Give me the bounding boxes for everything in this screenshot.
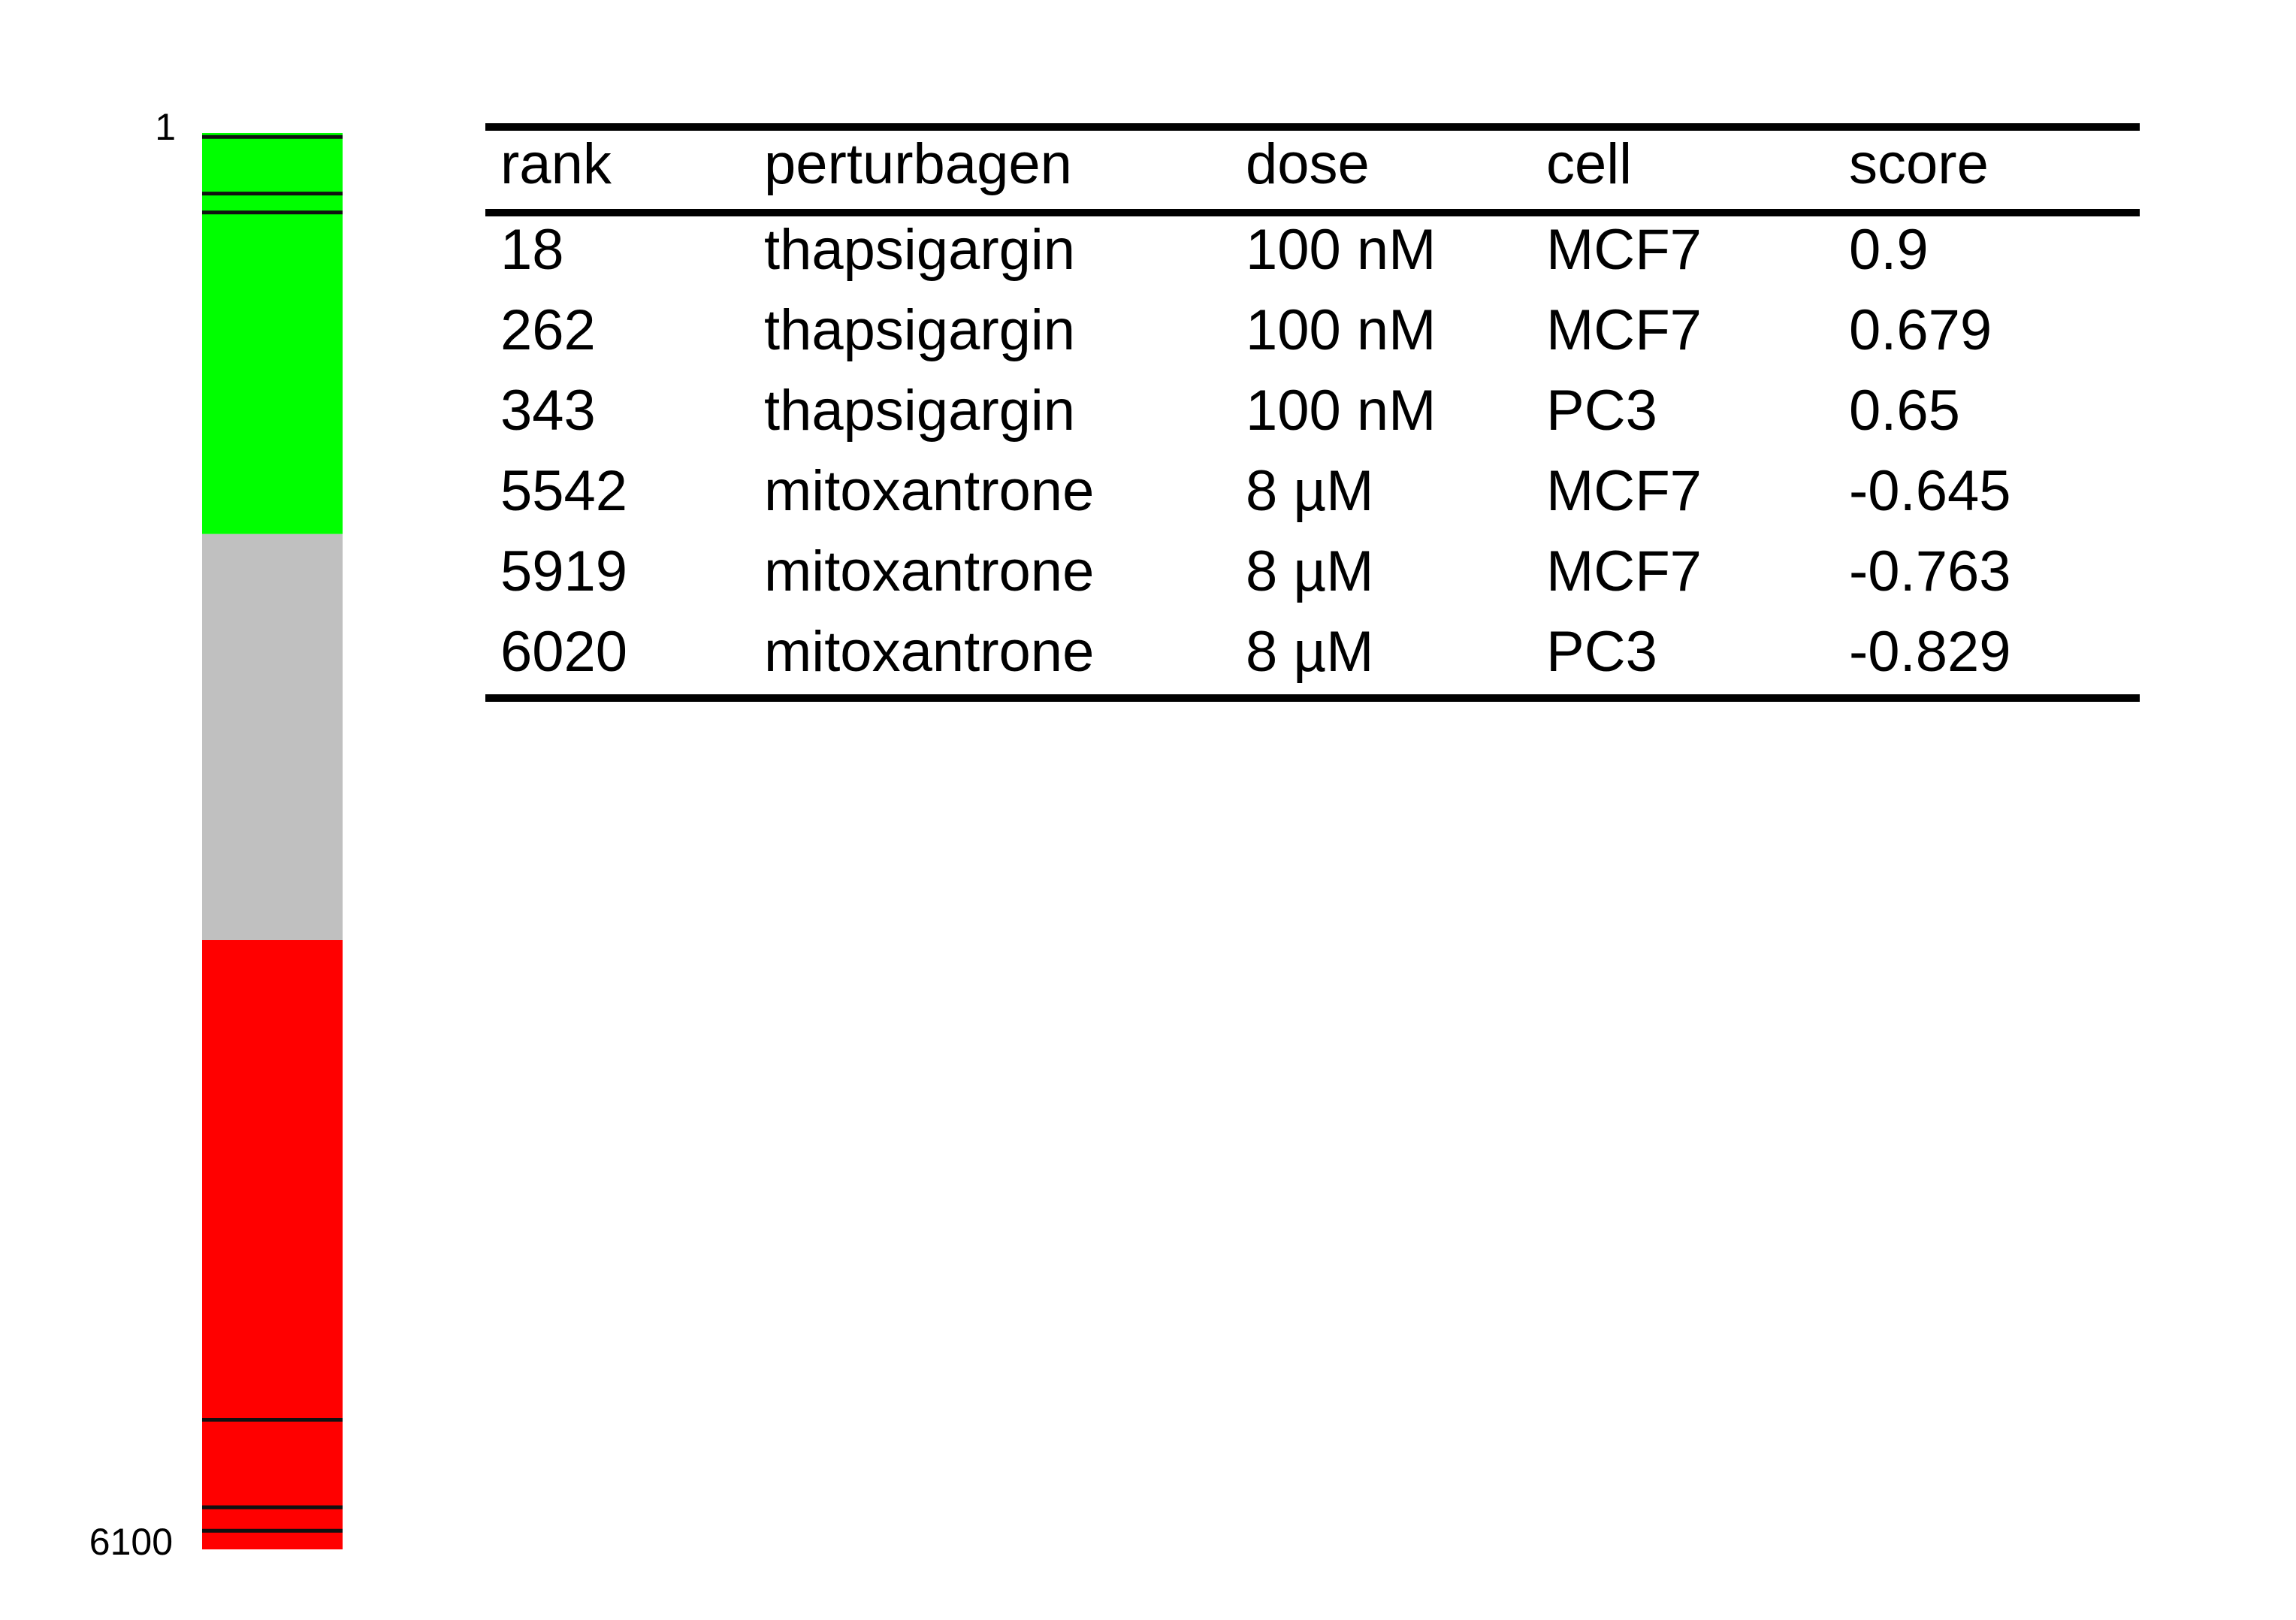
column-header: rank — [500, 132, 612, 196]
table-cell: thapsigargin — [764, 298, 1075, 362]
table-cell: 8 µM — [1246, 459, 1373, 523]
table-cell: 100 nM — [1246, 379, 1437, 443]
table-cell: MCF7 — [1546, 459, 1702, 523]
table-cell: MCF7 — [1546, 218, 1702, 282]
table-cell: 0.9 — [1849, 218, 1929, 282]
table-cell: 5919 — [500, 539, 627, 603]
column-header: score — [1849, 132, 1989, 196]
table-cell: 100 nM — [1246, 298, 1437, 362]
table-cell: thapsigargin — [764, 379, 1075, 443]
table-cell: MCF7 — [1546, 539, 1702, 603]
table-cell: 8 µM — [1246, 620, 1373, 684]
table-cell: 343 — [500, 379, 596, 443]
table-cell: 100 nM — [1246, 218, 1437, 282]
rank-zone — [202, 940, 343, 1549]
rank-max-label: 6100 — [89, 1521, 173, 1563]
rank-min-label: 1 — [155, 106, 176, 148]
table-cell: -0.645 — [1849, 459, 2011, 523]
table-cell: -0.829 — [1849, 620, 2011, 684]
column-header: dose — [1246, 132, 1370, 196]
column-header: perturbagen — [764, 132, 1072, 196]
column-header: cell — [1546, 132, 1632, 196]
rank-zone — [202, 533, 343, 941]
table-cell: mitoxantrone — [764, 459, 1094, 523]
table-cell: 6020 — [500, 620, 627, 684]
table-cell: mitoxantrone — [764, 620, 1094, 684]
table-cell: -0.763 — [1849, 539, 2011, 603]
table-cell: 8 µM — [1246, 539, 1373, 603]
table-cell: PC3 — [1546, 379, 1657, 443]
table-cell: 262 — [500, 298, 596, 362]
table-cell: thapsigargin — [764, 218, 1075, 282]
table-cell: 18 — [500, 218, 564, 282]
table-cell: MCF7 — [1546, 298, 1702, 362]
rank-zone — [202, 133, 343, 534]
table-cell: 5542 — [500, 459, 627, 523]
table-cell: mitoxantrone — [764, 539, 1094, 603]
table-cell: PC3 — [1546, 620, 1657, 684]
table-cell: 0.65 — [1849, 379, 1960, 443]
table-cell: 0.679 — [1849, 298, 1992, 362]
